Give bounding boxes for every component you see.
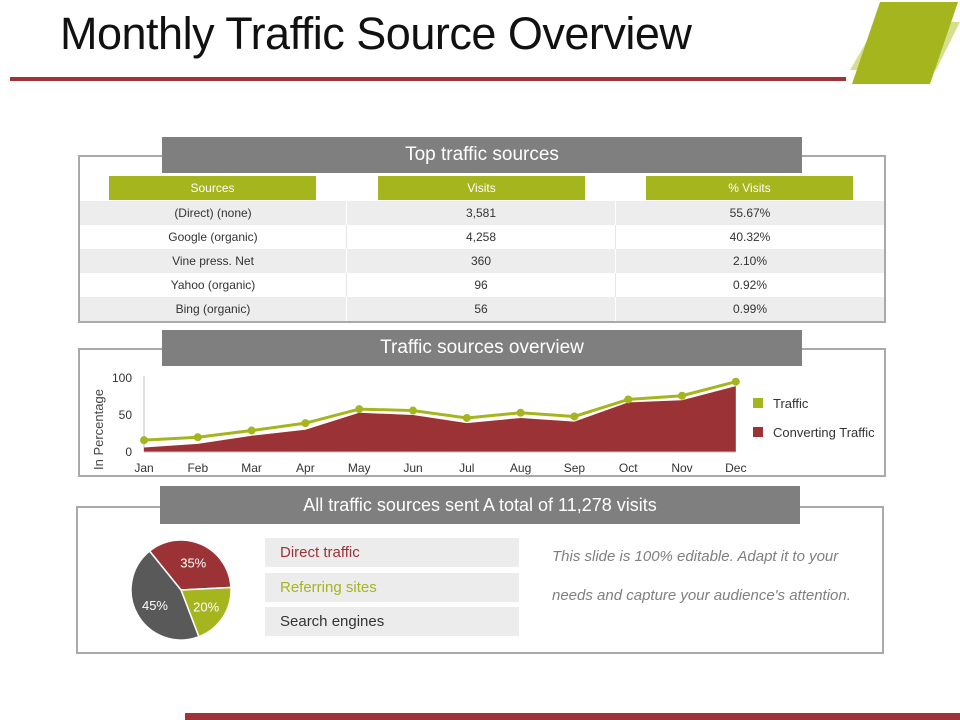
table-row: (Direct) (none) 3,581 55.67%	[80, 201, 884, 225]
x-tick-label: Aug	[510, 461, 531, 475]
title-underline	[10, 77, 846, 81]
traffic-point	[678, 391, 686, 400]
description-text: This slide is 100% editable. Adapt it to…	[552, 548, 851, 604]
pie-slice-label: 20%	[193, 599, 219, 614]
traffic-line-chart: 0 50 100 Jan Feb Mar Apr May Jun Jul Aug Sep Oct Nov D…	[112, 371, 747, 475]
traffic-point	[516, 408, 525, 417]
x-tick-label: Jun	[403, 461, 422, 475]
legend-label-converting: Converting Traffic	[773, 425, 875, 440]
x-tick-label: Dec	[725, 461, 746, 475]
cell-visits: 56	[347, 297, 616, 321]
footer-bar	[185, 713, 960, 720]
x-tick-label: Mar	[241, 461, 262, 475]
cell-visits: 3,581	[347, 201, 616, 225]
traffic-pie-chart: 35% 20% 45%	[130, 539, 232, 641]
cell-source: Bing (organic)	[80, 297, 347, 321]
traffic-point	[409, 406, 417, 415]
table-row: Google (organic) 4,258 40.32%	[80, 225, 884, 249]
x-tick-label: Apr	[296, 461, 315, 475]
decorative-parallelograms	[850, 2, 960, 84]
cell-visits: 4,258	[347, 225, 616, 249]
x-tick-label: Nov	[671, 461, 692, 475]
legend-direct-label: Direct traffic	[280, 544, 360, 561]
column-header-percent-visits: % Visits	[646, 176, 853, 200]
cell-percent: 2.10%	[732, 254, 768, 268]
traffic-point	[462, 413, 471, 422]
cell-source: (Direct) (none)	[80, 201, 347, 225]
traffic-point	[301, 419, 310, 428]
cell-visits: 96	[347, 273, 616, 297]
pie-slice	[148, 539, 232, 591]
legend-direct-traffic: Direct traffic	[265, 538, 519, 567]
cell-percent: 40.32%	[729, 230, 771, 244]
x-tick-label: Jul	[459, 461, 474, 475]
cell-visits: 360	[347, 249, 616, 273]
x-tick-label: Sep	[564, 461, 586, 475]
cell-source: Vine press. Net	[80, 249, 347, 273]
legend-referring-label: Referring sites	[280, 579, 377, 596]
top-sources-heading: Top traffic sources	[162, 137, 802, 173]
pie-slice	[179, 586, 232, 638]
legend-swatch-traffic	[753, 398, 763, 408]
table-row: Bing (organic) 56 0.99%	[80, 297, 884, 321]
pie-slice-label: 45%	[142, 598, 168, 613]
legend-search-label: Search engines	[280, 613, 385, 630]
x-tick-label: Jan	[134, 461, 153, 475]
pie-slice-label: 35%	[180, 556, 206, 571]
pie-slice	[130, 550, 200, 641]
traffic-point	[624, 395, 633, 404]
x-tick-label: Oct	[619, 461, 638, 475]
legend-referring-sites: Referring sites	[265, 573, 519, 602]
summary-heading: All traffic sources sent A total of 11,2…	[160, 486, 800, 524]
deco-shape-dark	[852, 2, 958, 84]
y-tick-label: 50	[119, 408, 133, 422]
traffic-point	[570, 412, 579, 421]
traffic-point	[140, 436, 148, 445]
y-tick-label: 0	[125, 445, 132, 459]
overview-panel	[78, 348, 886, 477]
traffic-point	[193, 433, 202, 442]
cell-percent: 0.99%	[732, 302, 768, 316]
column-header-visits: Visits	[378, 176, 585, 200]
legend-label-traffic: Traffic	[773, 396, 809, 411]
y-axis-label: In Percentage	[91, 389, 106, 470]
page-title: Monthly Traffic Source Overview	[60, 8, 692, 59]
x-tick-label: May	[348, 461, 371, 475]
converting-traffic-area	[144, 386, 736, 452]
table-row: Vine press. Net 360 2.10%	[80, 249, 884, 273]
traffic-point	[247, 426, 256, 435]
cell-percent: 55.67%	[729, 206, 771, 220]
legend-search-engines: Search engines	[265, 607, 519, 636]
cell-source: Yahoo (organic)	[80, 273, 347, 297]
table-row: Yahoo (organic) 96 0.92%	[80, 273, 884, 297]
column-header-sources: Sources	[109, 176, 316, 200]
y-tick-label: 100	[112, 371, 132, 385]
cell-percent: 0.92%	[732, 278, 768, 292]
traffic-line	[143, 380, 737, 442]
traffic-point	[355, 405, 364, 414]
overview-heading: Traffic sources overview	[162, 330, 802, 366]
x-tick-label: Feb	[187, 461, 208, 475]
legend-swatch-converting	[753, 427, 763, 437]
cell-source: Google (organic)	[80, 225, 347, 249]
traffic-point	[731, 377, 740, 386]
